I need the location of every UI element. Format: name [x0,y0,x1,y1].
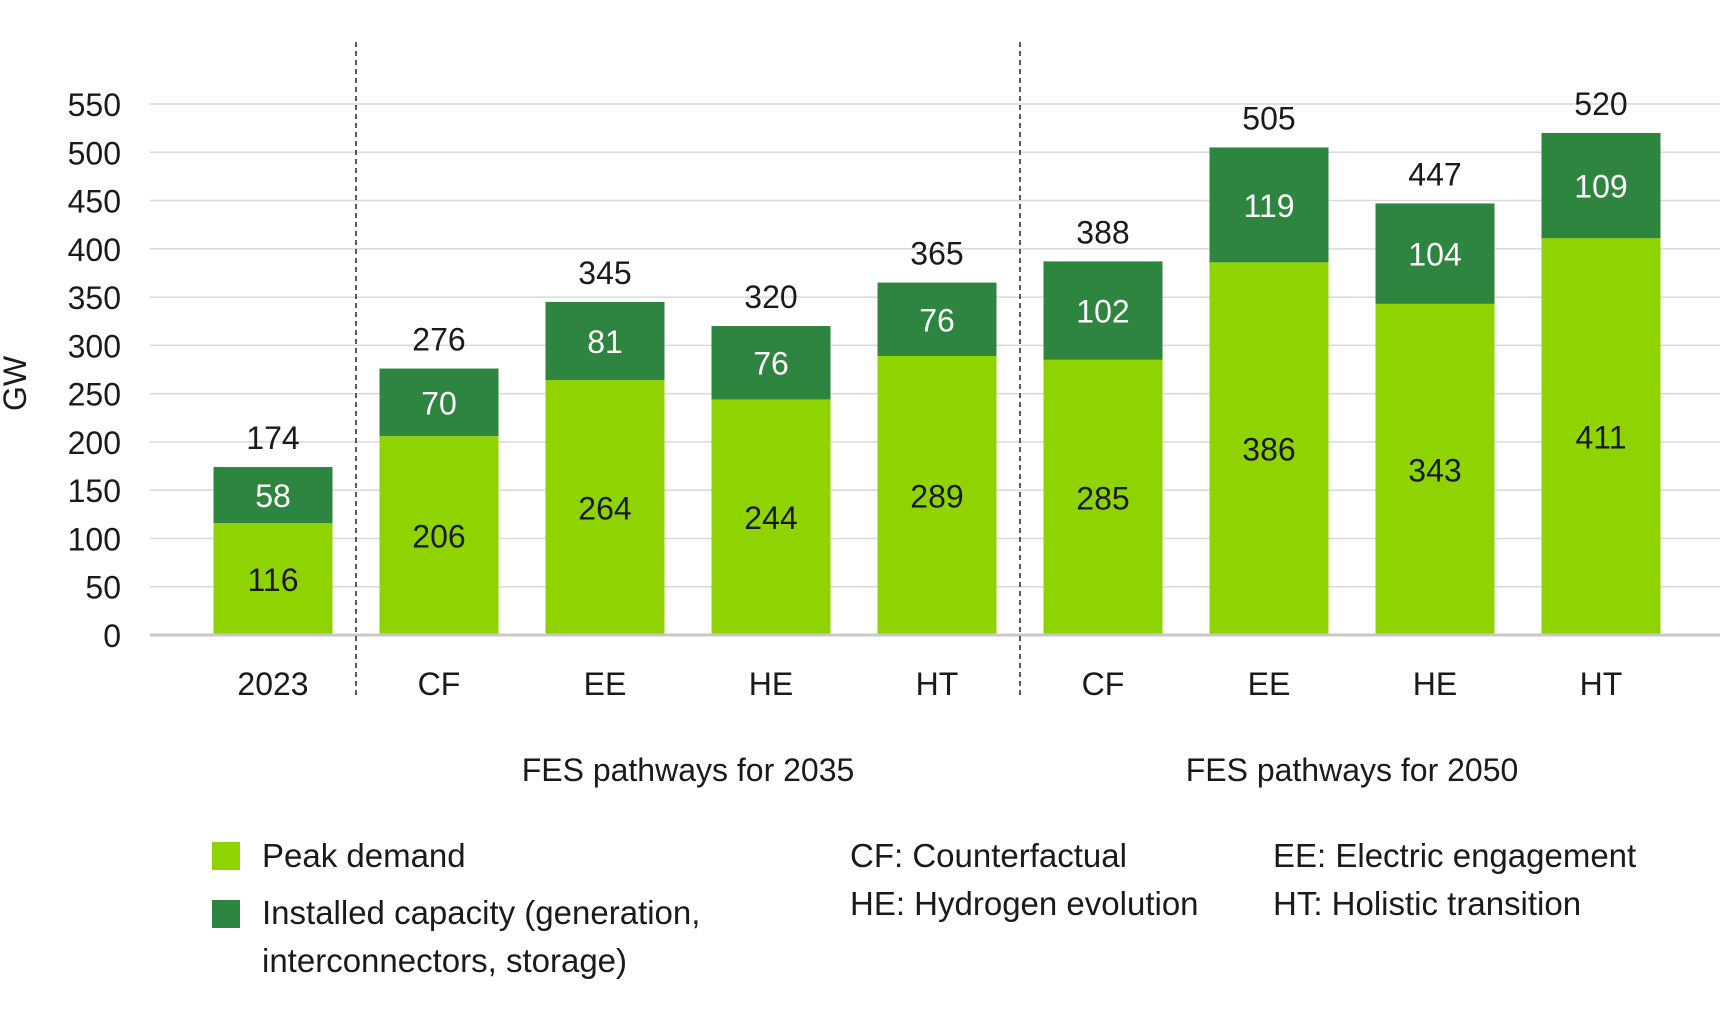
bar-peak-demand [711,399,831,635]
bar-installed-capacity [1043,261,1163,360]
bar-peak-demand [213,523,333,635]
legend-label-peak-demand: Peak demand [262,837,466,874]
x-tick-label: HT [1580,666,1623,702]
group-label: FES pathways for 2035 [522,752,855,788]
y-tick-label: 300 [68,328,121,364]
data-label-total: 447 [1408,156,1461,192]
bar-installed-capacity [877,282,997,356]
y-tick-label: 400 [68,232,121,268]
bar-peak-demand [1375,303,1495,635]
data-label-peak-demand: 386 [1242,432,1295,468]
bar-installed-capacity [1209,147,1329,263]
x-tick-label: CF [1082,666,1125,702]
x-tick-label: HE [749,666,793,702]
y-tick-label: 150 [68,473,121,509]
y-tick-label: 550 [68,87,121,123]
data-label-installed-capacity: 104 [1408,237,1461,273]
y-tick-label: 100 [68,521,121,557]
bar-peak-demand [379,436,499,635]
data-label-installed-capacity: 76 [753,346,789,382]
y-tick-label: 200 [68,425,121,461]
bar-installed-capacity [379,368,499,437]
data-label-peak-demand: 411 [1575,420,1626,456]
y-axis-label: GW [0,355,33,411]
data-label-peak-demand: 206 [412,519,465,555]
y-tick-label: 250 [68,377,121,413]
bar-installed-capacity [545,301,665,381]
bar-peak-demand [877,355,997,635]
x-tick-label: EE [1248,666,1291,702]
abbr-electric-engagement: EE: Electric engagement [1273,837,1637,874]
y-tick-label: 0 [103,618,121,654]
data-label-peak-demand: 285 [1076,480,1129,516]
y-tick-label: 350 [68,280,121,316]
x-tick-label: HE [1413,666,1457,702]
x-tick-label: 2023 [237,666,308,702]
abbr-hydrogen-evolution: HE: Hydrogen evolution [850,885,1199,922]
data-label-installed-capacity: 109 [1574,169,1627,205]
group-label: FES pathways for 2050 [1186,752,1519,788]
abbr-holistic-transition: HT: Holistic transition [1273,885,1582,922]
legend-swatch-installed-capacity [212,900,240,928]
abbr-counterfactual: CF: Counterfactual [850,837,1127,874]
bar-peak-demand [1043,359,1163,635]
bar-peak-demand [545,380,665,635]
x-tick-label: EE [584,666,627,702]
bar-peak-demand [1209,262,1329,635]
legend-label-installed-capacity: Installed capacity (generation, intercon… [262,894,701,979]
data-label-installed-capacity: 81 [587,324,623,360]
data-label-installed-capacity: 76 [919,302,955,338]
y-tick-label: 50 [85,570,121,606]
bar-installed-capacity [213,467,333,524]
data-label-total: 505 [1242,100,1295,136]
x-tick-label: HT [916,666,959,702]
data-label-total: 345 [578,255,631,291]
data-label-total: 365 [910,236,963,272]
data-label-peak-demand: 116 [247,562,298,598]
data-label-installed-capacity: 102 [1076,294,1129,330]
data-label-installed-capacity: 70 [421,385,457,421]
data-label-installed-capacity: 119 [1243,188,1294,224]
data-label-total: 276 [412,322,465,358]
data-label-total: 174 [246,420,299,456]
legend-swatch-peak-demand [212,842,240,870]
data-label-total: 320 [744,279,797,315]
data-label-peak-demand: 264 [578,491,631,527]
data-label-peak-demand: 244 [744,500,797,536]
y-tick-label: 450 [68,184,121,220]
bar-installed-capacity [1541,132,1661,239]
data-label-total: 388 [1076,214,1129,250]
data-label-installed-capacity: 58 [255,478,291,514]
data-label-total: 520 [1574,86,1627,122]
y-tick-label: 500 [68,135,121,171]
bar-installed-capacity [1375,203,1495,304]
x-tick-label: CF [418,666,461,702]
bar-installed-capacity [711,326,831,400]
data-label-peak-demand: 289 [910,478,963,514]
bar-peak-demand [1541,238,1661,635]
data-label-peak-demand: 343 [1408,452,1461,488]
